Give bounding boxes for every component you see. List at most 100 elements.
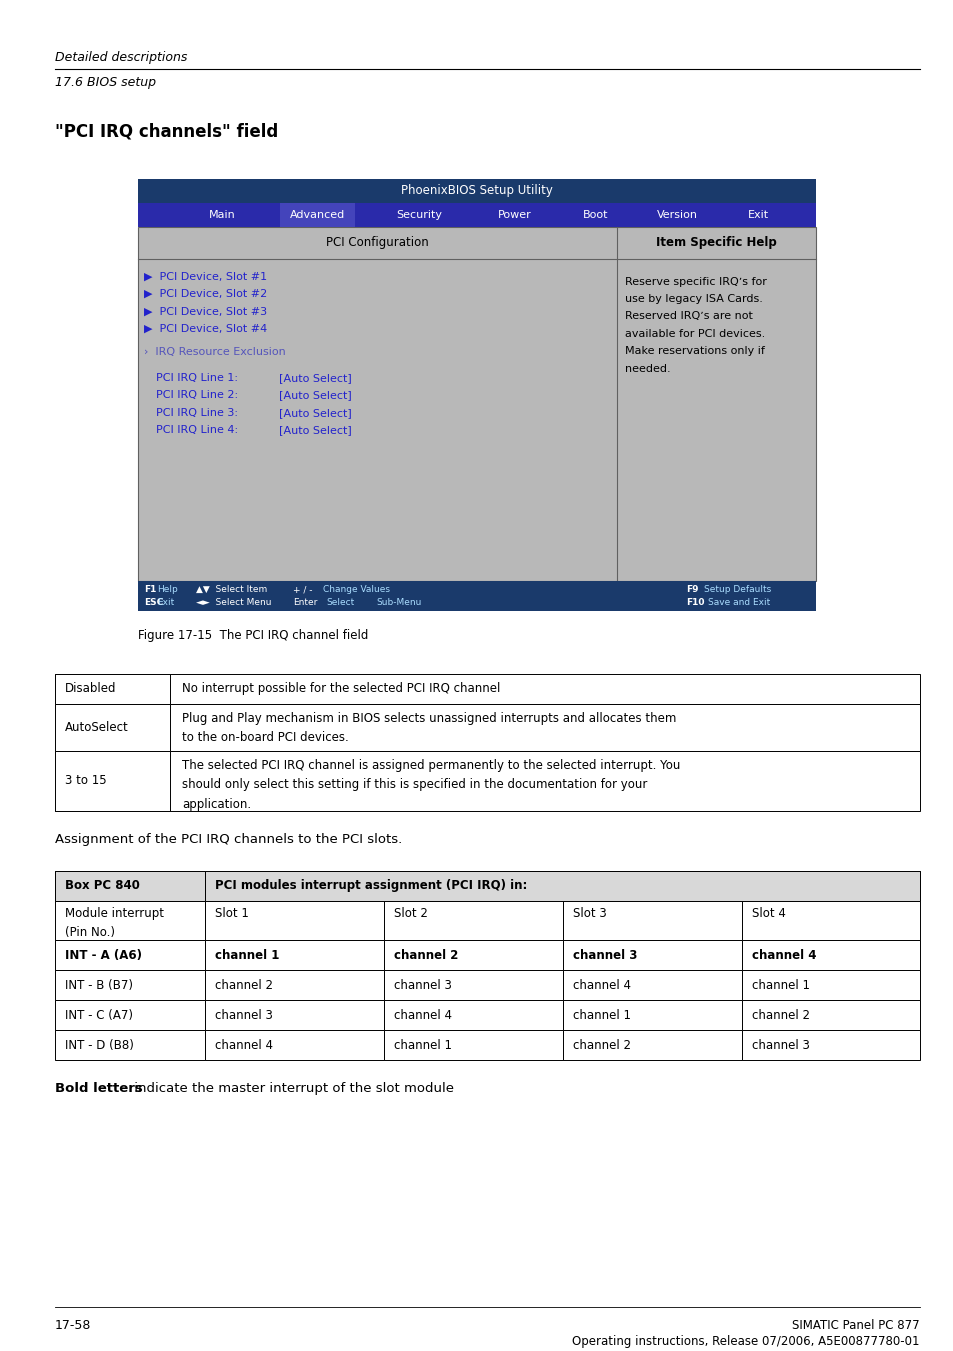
Text: channel 3: channel 3 [573, 948, 637, 962]
Text: 17.6 BIOS setup: 17.6 BIOS setup [55, 76, 156, 89]
Bar [741, 1000, 919, 1031]
Text: PCI IRQ Line 3:: PCI IRQ Line 3: [156, 408, 237, 417]
Text: channel 2: channel 2 [214, 979, 273, 992]
Bar [55, 704, 170, 751]
Text: Exit: Exit [157, 598, 174, 607]
Text: use by legacy ISA Cards.: use by legacy ISA Cards. [624, 295, 761, 304]
Text: channel 4: channel 4 [573, 979, 630, 992]
Text: Plug and Play mechanism in BIOS selects unassigned interrupts and allocates them: Plug and Play mechanism in BIOS selects … [182, 712, 676, 725]
Bar [562, 970, 741, 1000]
Bar [205, 940, 384, 970]
Text: Reserved IRQʼs are not: Reserved IRQʼs are not [624, 312, 752, 322]
Bar [138, 227, 815, 581]
Text: ◄►  Select Menu: ◄► Select Menu [195, 598, 272, 607]
Bar [205, 901, 384, 940]
Text: available for PCI devices.: available for PCI devices. [624, 328, 764, 339]
Text: INT - C (A7): INT - C (A7) [65, 1009, 132, 1021]
Text: channel 3: channel 3 [751, 1039, 809, 1052]
Text: ▶  PCI Device, Slot #3: ▶ PCI Device, Slot #3 [144, 307, 267, 316]
Bar [138, 178, 815, 203]
Bar [741, 901, 919, 940]
Text: channel 1: channel 1 [214, 948, 279, 962]
Text: F1: F1 [144, 585, 156, 594]
Text: AutoSelect: AutoSelect [65, 721, 129, 734]
Bar [138, 581, 815, 611]
Text: Slot 2: Slot 2 [394, 907, 428, 920]
Text: Sub-Menu: Sub-Menu [375, 598, 421, 607]
Bar [55, 1000, 205, 1031]
Text: PCI IRQ Line 2:: PCI IRQ Line 2: [156, 390, 238, 400]
Bar [280, 203, 355, 227]
Bar [205, 1031, 384, 1061]
Text: Detailed descriptions: Detailed descriptions [55, 51, 187, 63]
Bar [55, 870, 205, 901]
Text: 17-58: 17-58 [55, 1319, 91, 1332]
Bar [205, 870, 919, 901]
Text: [Auto Select]: [Auto Select] [278, 426, 352, 435]
Text: channel 1: channel 1 [573, 1009, 630, 1021]
Text: Item Specific Help: Item Specific Help [656, 236, 776, 249]
Bar [205, 970, 384, 1000]
Bar [55, 751, 919, 811]
Text: Boot: Boot [582, 209, 608, 220]
Text: Exit: Exit [747, 209, 768, 220]
Text: [Auto Select]: [Auto Select] [278, 373, 352, 382]
Bar [562, 901, 741, 940]
Text: "PCI IRQ channels" field: "PCI IRQ channels" field [55, 123, 278, 141]
Text: INT - D (B8): INT - D (B8) [65, 1039, 133, 1052]
Bar [55, 674, 919, 704]
Text: Bold letters: Bold letters [55, 1082, 143, 1096]
Text: Setup Defaults: Setup Defaults [703, 585, 770, 594]
Text: PCI IRQ Line 4:: PCI IRQ Line 4: [156, 426, 238, 435]
Text: F10: F10 [685, 598, 703, 607]
Text: Module interrupt: Module interrupt [65, 907, 164, 920]
Text: The selected PCI IRQ channel is assigned permanently to the selected interrupt. : The selected PCI IRQ channel is assigned… [182, 759, 679, 771]
Bar [741, 970, 919, 1000]
Text: Help: Help [157, 585, 177, 594]
Text: channel 1: channel 1 [751, 979, 809, 992]
Text: Select: Select [326, 598, 354, 607]
Bar [55, 870, 919, 901]
Text: indicate the master interrupt of the slot module: indicate the master interrupt of the slo… [130, 1082, 454, 1096]
Text: No interrupt possible for the selected PCI IRQ channel: No interrupt possible for the selected P… [182, 682, 500, 696]
Text: application.: application. [182, 797, 251, 811]
Bar [741, 1031, 919, 1061]
Bar [205, 1000, 384, 1031]
Text: 3 to 15: 3 to 15 [65, 774, 107, 788]
Bar [741, 940, 919, 970]
Text: channel 3: channel 3 [394, 979, 452, 992]
Bar [384, 901, 562, 940]
Bar [55, 1031, 205, 1061]
Text: Advanced: Advanced [290, 209, 345, 220]
Text: Change Values: Change Values [323, 585, 390, 594]
Text: Slot 4: Slot 4 [751, 907, 785, 920]
Text: Box PC 840: Box PC 840 [65, 880, 140, 892]
Bar [55, 901, 205, 940]
Text: channel 4: channel 4 [394, 1009, 452, 1021]
Text: ▲▼  Select Item: ▲▼ Select Item [195, 585, 267, 594]
Text: to the on-board PCI devices.: to the on-board PCI devices. [182, 731, 349, 744]
Text: ▶  PCI Device, Slot #1: ▶ PCI Device, Slot #1 [144, 272, 267, 281]
Text: PCI modules interrupt assignment (PCI IRQ) in:: PCI modules interrupt assignment (PCI IR… [214, 880, 527, 892]
Text: ▶  PCI Device, Slot #2: ▶ PCI Device, Slot #2 [144, 289, 267, 299]
Text: channel 4: channel 4 [751, 948, 816, 962]
Text: Make reservations only if: Make reservations only if [624, 346, 763, 357]
Bar [138, 203, 815, 227]
Text: Assignment of the PCI IRQ channels to the PCI slots.: Assignment of the PCI IRQ channels to th… [55, 832, 402, 846]
Text: channel 3: channel 3 [214, 1009, 273, 1021]
Bar [55, 940, 205, 970]
Text: [Auto Select]: [Auto Select] [278, 390, 352, 400]
Bar [384, 940, 562, 970]
Bar [562, 1031, 741, 1061]
Text: ESC: ESC [144, 598, 163, 607]
Bar [384, 970, 562, 1000]
Text: INT - B (B7): INT - B (B7) [65, 979, 132, 992]
Bar [562, 1000, 741, 1031]
Bar [562, 940, 741, 970]
Text: needed.: needed. [624, 363, 670, 374]
Text: Enter: Enter [293, 598, 317, 607]
Text: channel 2: channel 2 [394, 948, 457, 962]
Text: channel 1: channel 1 [394, 1039, 452, 1052]
Text: Operating instructions, Release 07/2006, A5E00877780-01: Operating instructions, Release 07/2006,… [572, 1335, 919, 1348]
Text: SIMATIC Panel PC 877: SIMATIC Panel PC 877 [792, 1319, 919, 1332]
